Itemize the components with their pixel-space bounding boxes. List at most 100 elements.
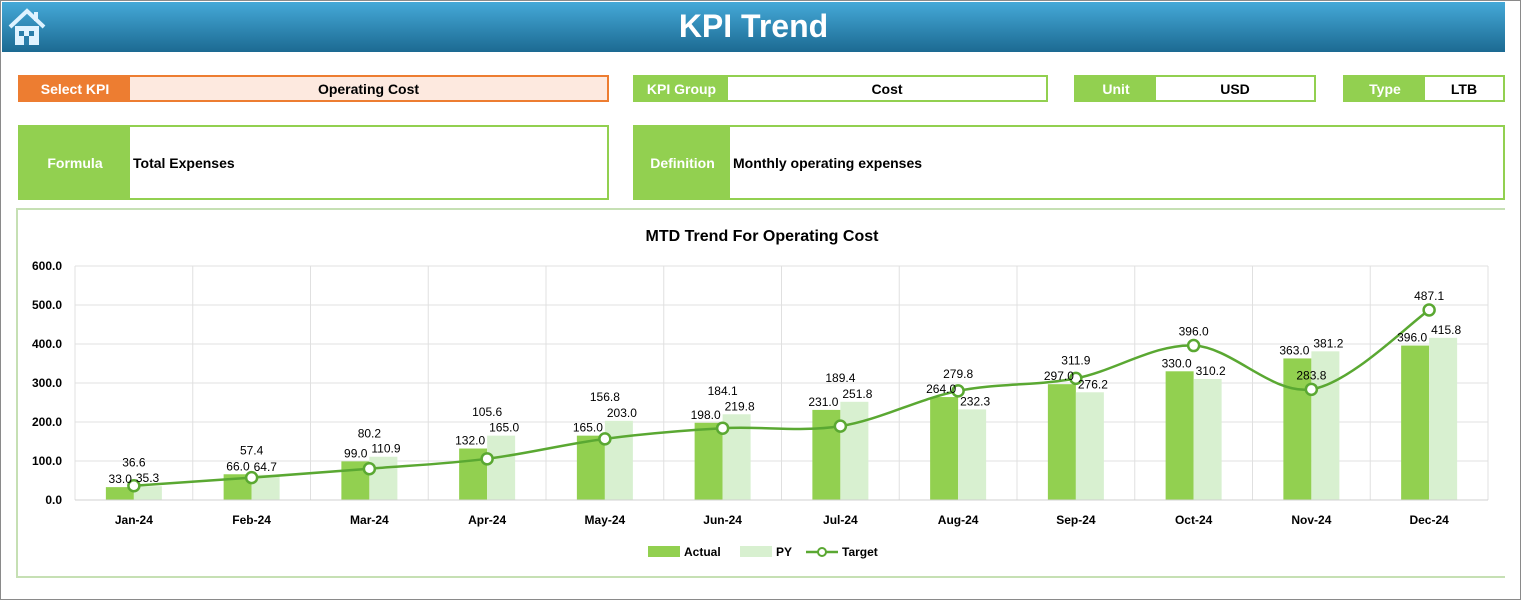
actual-data-label: 99.0 [344, 446, 368, 460]
py-bar [840, 401, 869, 500]
target-data-label: 57.4 [240, 444, 264, 458]
py-bar [487, 435, 516, 500]
actual-data-label: 66.0 [226, 459, 250, 473]
target-marker [1186, 338, 1201, 353]
y-tick-label: 300.0 [32, 376, 62, 390]
target-marker [480, 452, 494, 466]
py-bar [1429, 337, 1458, 500]
x-tick-label: Jul-24 [823, 513, 858, 527]
actual-data-label: 231.0 [808, 395, 838, 409]
y-tick-label: 200.0 [32, 415, 62, 429]
actual-data-label: 396.0 [1397, 331, 1427, 345]
py-bar [1311, 351, 1340, 500]
py-bar [604, 420, 633, 500]
chart-title: MTD Trend For Operating Cost [646, 228, 880, 245]
legend-actual-label: Actual [684, 545, 721, 559]
legend-py-swatch [740, 546, 772, 557]
py-data-label: 232.3 [960, 394, 990, 408]
x-tick-label: Jun-24 [703, 513, 742, 527]
target-data-label: 189.4 [825, 371, 855, 385]
target-marker [1069, 371, 1083, 386]
select-kpi-label: Select KPI [20, 77, 130, 100]
actual-bar [694, 422, 723, 500]
type-field: Type LTB [1343, 75, 1505, 102]
y-tick-label: 600.0 [32, 259, 62, 273]
actual-data-label: 132.0 [455, 434, 485, 448]
target-marker [715, 421, 730, 435]
legend-target-marker [817, 547, 827, 557]
select-kpi-field: Select KPI Operating Cost [18, 75, 609, 102]
select-kpi-dropdown[interactable]: Operating Cost [130, 77, 607, 100]
target-marker [598, 432, 612, 446]
unit-value: USD [1220, 80, 1250, 97]
py-data-label: 165.0 [489, 421, 519, 435]
formula-value: Total Expenses [133, 154, 235, 171]
py-bar [369, 456, 398, 500]
x-tick-label: May-24 [585, 513, 626, 527]
py-data-label: 381.2 [1313, 336, 1343, 350]
actual-data-label: 165.0 [573, 421, 603, 435]
target-data-label: 80.2 [358, 427, 382, 441]
actual-bar [1401, 345, 1430, 500]
py-data-label: 203.0 [607, 406, 637, 420]
actual-bar [1283, 358, 1312, 500]
definition-label: Definition [635, 127, 730, 198]
home-icon[interactable] [6, 6, 48, 48]
chart-container [16, 208, 1505, 578]
type-value: LTB [1450, 80, 1478, 97]
formula-field: Formula Total Expenses [18, 125, 609, 200]
x-tick-label: Jan-24 [115, 513, 153, 527]
x-tick-label: Sep-24 [1056, 513, 1096, 527]
py-bar [958, 409, 987, 500]
unit-label: Unit [1076, 77, 1156, 100]
target-marker [362, 461, 377, 476]
legend-target-label: Target [842, 545, 878, 559]
target-data-label: 283.8 [1296, 368, 1326, 382]
target-marker [833, 419, 848, 433]
y-tick-label: 0.0 [45, 493, 62, 507]
actual-data-label: 33.0 [109, 472, 133, 486]
page-title: KPI Trend [678, 8, 829, 44]
kpi-group-field: KPI Group Cost [633, 75, 1048, 102]
x-tick-label: Dec-24 [1409, 513, 1449, 527]
x-tick-label: Mar-24 [350, 513, 389, 527]
py-data-label: 64.7 [254, 460, 278, 474]
py-data-label: 219.8 [725, 399, 755, 413]
target-data-label: 184.1 [708, 384, 738, 398]
kpi-group-label: KPI Group [635, 77, 728, 100]
target-data-label: 396.0 [1179, 325, 1209, 339]
target-data-label: 279.8 [943, 367, 973, 381]
py-data-label: 310.2 [1196, 364, 1226, 378]
target-marker [127, 478, 141, 493]
py-data-label: 110.9 [371, 442, 400, 456]
y-tick-label: 400.0 [32, 337, 62, 351]
legend-actual-swatch [648, 546, 680, 557]
formula-label: Formula [20, 127, 130, 198]
x-tick-label: Nov-24 [1291, 513, 1331, 527]
actual-data-label: 198.0 [691, 408, 721, 422]
actual-bar [1165, 371, 1194, 500]
py-bar [1193, 379, 1222, 500]
target-marker [1304, 382, 1319, 397]
y-tick-label: 500.0 [32, 298, 62, 312]
unit-field: Unit USD [1074, 75, 1316, 102]
actual-data-label: 297.0 [1044, 369, 1074, 383]
py-data-label: 415.8 [1431, 323, 1461, 337]
actual-bar [930, 397, 959, 500]
chart-legend: Actual PY Target [648, 545, 878, 559]
py-bar [1075, 392, 1104, 500]
header-bar: KPI Trend [2, 2, 1505, 52]
actual-data-label: 264.0 [926, 382, 956, 396]
py-data-label: 276.2 [1078, 377, 1108, 391]
x-tick-label: Apr-24 [468, 513, 506, 527]
x-tick-label: Oct-24 [1175, 513, 1213, 527]
target-marker [1422, 303, 1436, 317]
py-data-label: 35.3 [136, 471, 160, 485]
target-data-label: 36.6 [122, 456, 146, 470]
definition-value: Monthly operating expenses [733, 154, 923, 171]
definition-field: Definition Monthly operating expenses [633, 125, 1505, 200]
legend-py-label: PY [776, 545, 792, 559]
actual-bar [576, 435, 605, 500]
x-tick-label: Aug-24 [938, 513, 979, 527]
